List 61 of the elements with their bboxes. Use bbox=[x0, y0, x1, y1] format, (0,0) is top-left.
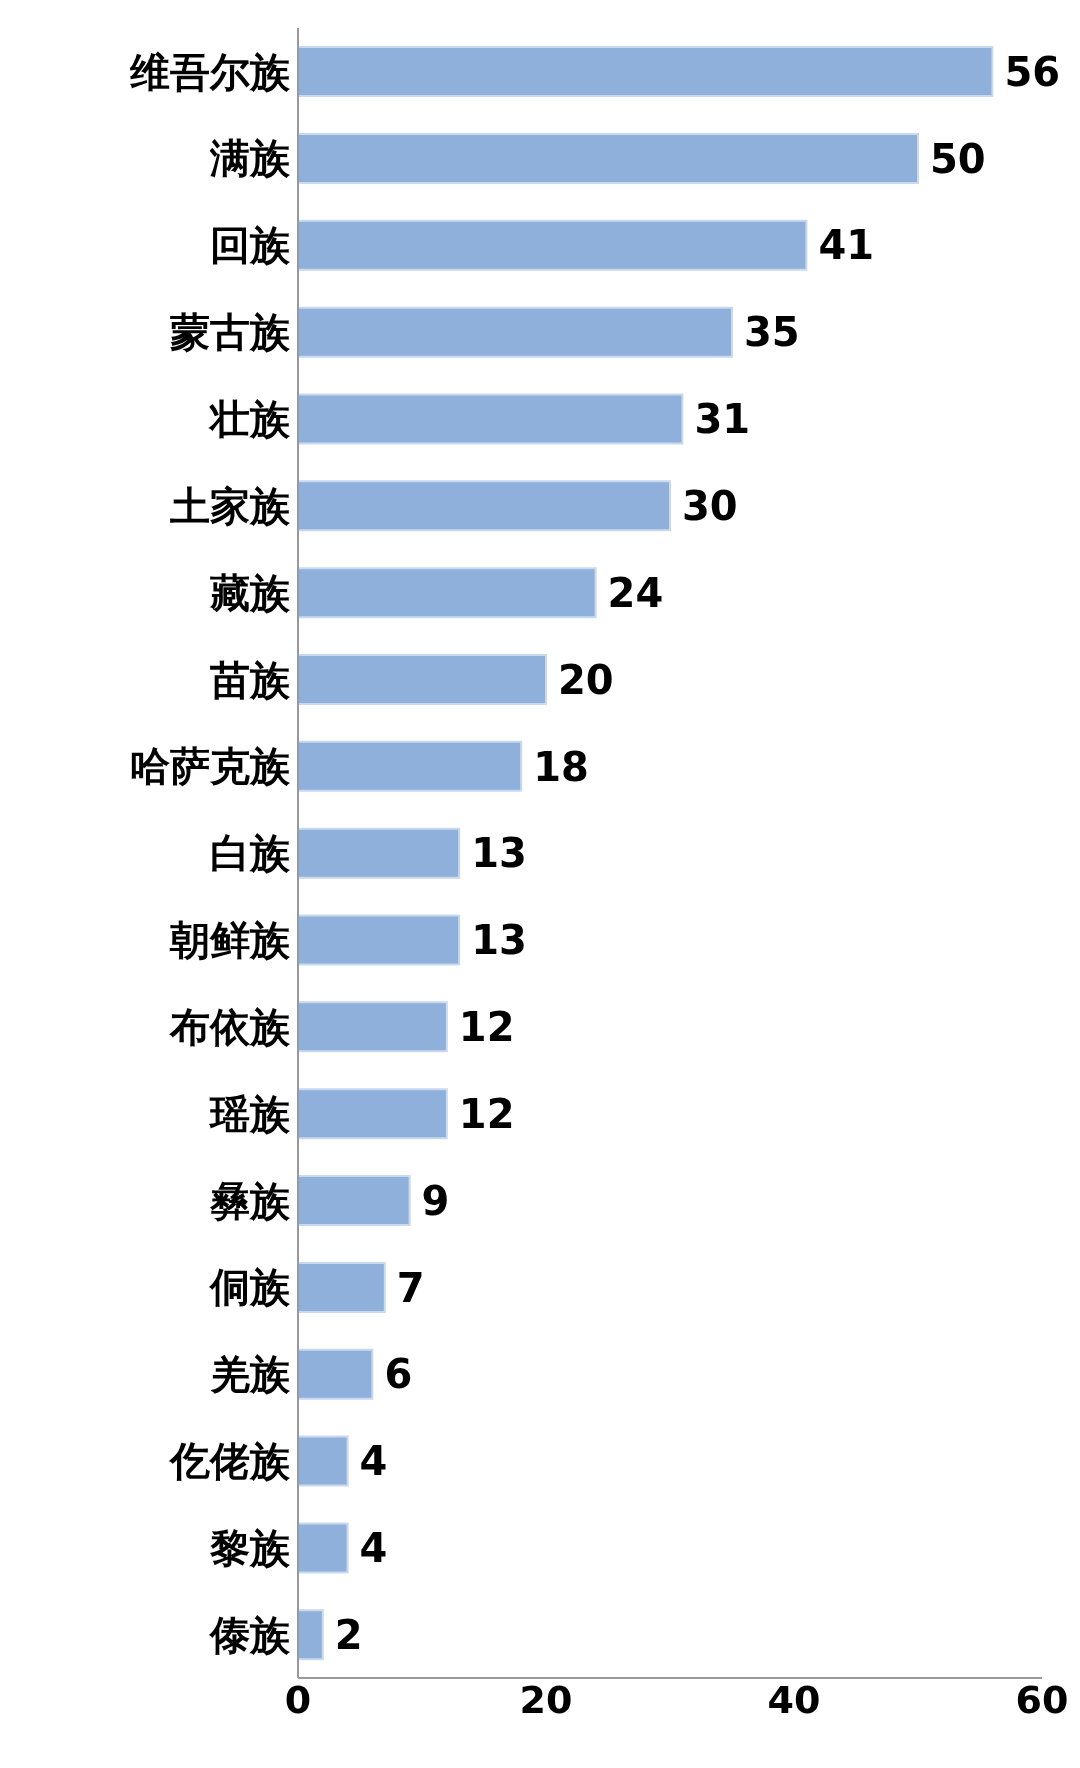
bar bbox=[298, 1348, 374, 1400]
data-label: 9 bbox=[421, 1177, 450, 1224]
bar bbox=[298, 306, 733, 358]
data-label: 2 bbox=[334, 1611, 363, 1658]
y-tick-label: 仡佬族 bbox=[168, 1438, 291, 1485]
data-label: 35 bbox=[744, 309, 800, 356]
data-label: 12 bbox=[458, 1090, 515, 1137]
x-tick-label: 60 bbox=[1015, 1677, 1069, 1722]
bar bbox=[298, 1001, 448, 1053]
bar bbox=[298, 1261, 386, 1313]
data-label: 50 bbox=[930, 135, 986, 182]
y-tick-label: 土家族 bbox=[170, 482, 291, 529]
y-tick-label: 黎族 bbox=[209, 1524, 291, 1571]
data-label: 20 bbox=[558, 656, 614, 703]
data-label: 4 bbox=[359, 1525, 388, 1572]
y-tick-label: 满族 bbox=[209, 135, 291, 182]
y-tick-label: 壮族 bbox=[208, 395, 291, 442]
y-tick-label: 羌族 bbox=[210, 1351, 291, 1398]
data-label: 18 bbox=[533, 743, 589, 790]
bar bbox=[298, 740, 523, 792]
y-tick-label: 维吾尔族 bbox=[129, 48, 291, 95]
bar bbox=[298, 219, 808, 271]
y-tick-label: 蒙古族 bbox=[170, 309, 291, 356]
data-label: 24 bbox=[607, 569, 664, 616]
bar bbox=[298, 480, 671, 532]
y-tick-label: 彝族 bbox=[209, 1177, 291, 1224]
x-tick-label: 0 bbox=[284, 1677, 312, 1722]
x-tick-label: 20 bbox=[519, 1677, 573, 1722]
y-tick-label: 藏族 bbox=[209, 569, 291, 616]
bar bbox=[298, 393, 684, 445]
bar bbox=[298, 1435, 349, 1487]
bar bbox=[298, 1088, 448, 1140]
data-label: 31 bbox=[694, 396, 751, 443]
bar bbox=[298, 1609, 324, 1661]
data-label: 4 bbox=[359, 1438, 388, 1485]
data-label: 56 bbox=[1004, 48, 1061, 95]
y-tick-label: 哈萨克族 bbox=[130, 743, 291, 790]
data-label: 6 bbox=[384, 1351, 413, 1398]
bar bbox=[298, 567, 597, 619]
bar bbox=[298, 1522, 349, 1574]
bar bbox=[298, 654, 547, 705]
y-tick-label: 傣族 bbox=[208, 1611, 291, 1658]
bar bbox=[298, 827, 461, 879]
y-tick-label: 朝鲜族 bbox=[169, 917, 291, 964]
data-label: 7 bbox=[396, 1264, 425, 1311]
data-label: 41 bbox=[818, 222, 875, 269]
y-tick-label: 布依族 bbox=[169, 1003, 291, 1050]
y-tick-label: 白族 bbox=[210, 830, 291, 877]
y-tick-label: 侗族 bbox=[208, 1264, 291, 1311]
y-tick-label: 苗族 bbox=[210, 656, 291, 703]
bar bbox=[298, 914, 461, 966]
bar bbox=[298, 46, 994, 98]
data-label: 13 bbox=[471, 917, 527, 964]
y-tick-label: 瑶族 bbox=[208, 1090, 291, 1137]
bar bbox=[298, 1175, 411, 1227]
y-tick-label: 回族 bbox=[210, 222, 291, 269]
x-tick-label: 40 bbox=[767, 1677, 821, 1722]
data-label: 12 bbox=[458, 1004, 515, 1051]
bar bbox=[298, 132, 919, 184]
data-label: 30 bbox=[682, 483, 738, 530]
data-label: 13 bbox=[471, 830, 527, 877]
